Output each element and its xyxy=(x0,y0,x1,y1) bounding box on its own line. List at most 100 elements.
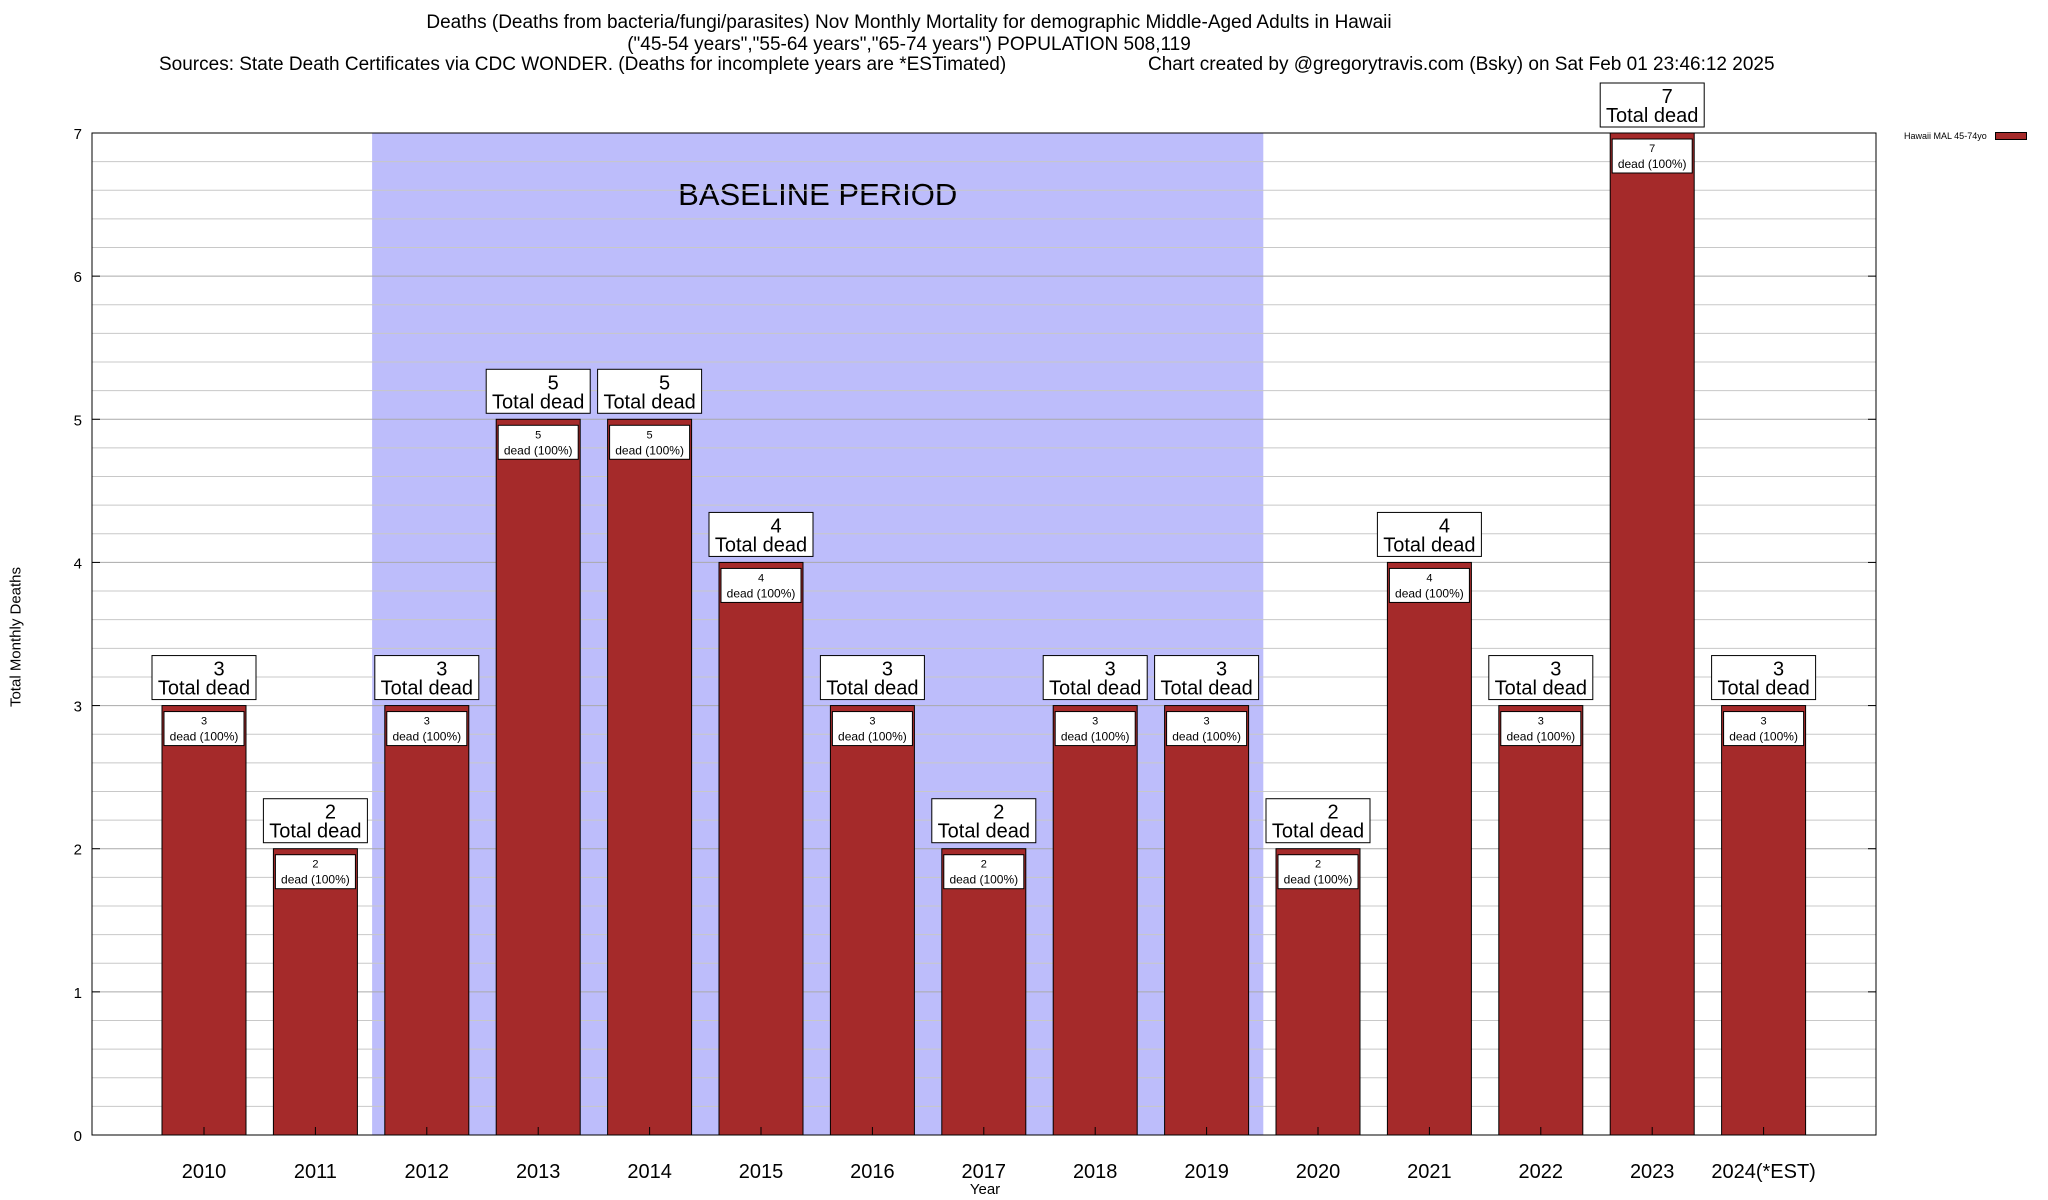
bar xyxy=(495,418,581,1136)
bar-top-value: 3 xyxy=(1216,659,1227,681)
bar-top-label: Total dead xyxy=(1606,105,1698,127)
bar xyxy=(1721,705,1807,1136)
bar xyxy=(1498,705,1584,1136)
chart-title: Deaths (Deaths from bacteria/fungi/paras… xyxy=(0,12,1818,56)
bar-top-label: Total dead xyxy=(715,534,807,556)
y-tick-label: 6 xyxy=(74,269,82,286)
bar-top-value: 5 xyxy=(659,372,670,394)
y-tick-label: 2 xyxy=(74,842,82,859)
bar-inner-label-box xyxy=(1166,711,1248,747)
bar-top-label: Total dead xyxy=(158,678,250,700)
bar-inner-value: 3 xyxy=(1761,716,1767,728)
bar-inner-value: 3 xyxy=(869,716,875,728)
bar-top-value: 3 xyxy=(213,659,224,681)
bar xyxy=(941,848,1027,1136)
y-tick-label: 1 xyxy=(74,985,82,1002)
bar-top-label: Total dead xyxy=(938,821,1030,843)
bar-inner-value: 5 xyxy=(647,429,653,441)
bar-inner-label-box xyxy=(1500,711,1582,747)
bar-inner-value: 3 xyxy=(1538,716,1544,728)
bar-inner-value: 3 xyxy=(201,716,207,728)
bar xyxy=(161,705,247,1136)
x-tick-label: 2024(*EST) xyxy=(1711,1161,1816,1183)
bar-top-label: Total dead xyxy=(826,678,918,700)
bar-inner-label-box xyxy=(1277,854,1359,890)
bar-top-value: 3 xyxy=(1773,659,1784,681)
x-tick-label: 2021 xyxy=(1407,1161,1452,1183)
bar xyxy=(1164,705,1250,1136)
bar-inner-label: dead (100%) xyxy=(1284,873,1353,887)
x-tick-label: 2019 xyxy=(1184,1161,1229,1183)
chart-credit: Chart created by @gregorytravis.com (Bsk… xyxy=(1148,54,1775,75)
bar-top-label: Total dead xyxy=(1272,821,1364,843)
x-tick-label: 2010 xyxy=(182,1161,227,1183)
bar-top-value: 7 xyxy=(1662,86,1673,108)
bar-top-label-box xyxy=(931,798,1037,844)
legend: Hawaii MAL 45-74yo xyxy=(1904,131,2027,141)
bar-top-label: Total dead xyxy=(1049,678,1141,700)
bar-inner-label: dead (100%) xyxy=(392,730,461,744)
bar-top-label-box xyxy=(1265,798,1371,844)
bar-top-value: 2 xyxy=(1327,802,1338,824)
y-tick-label: 5 xyxy=(74,412,82,429)
bar-top-label: Total dead xyxy=(1717,678,1809,700)
bar-inner-label: dead (100%) xyxy=(1618,157,1687,171)
bar-top-value: 3 xyxy=(436,659,447,681)
plot-frame xyxy=(91,132,1877,1136)
bar-inner-value: 2 xyxy=(312,859,318,871)
bar-inner-label: dead (100%) xyxy=(170,730,239,744)
bar-top-value: 2 xyxy=(325,802,336,824)
bar-inner-label: dead (100%) xyxy=(281,873,350,887)
bar-top-value: 5 xyxy=(548,372,559,394)
bar xyxy=(607,418,693,1136)
bar xyxy=(718,561,804,1136)
bar-top-label: Total dead xyxy=(1495,678,1587,700)
bar-top-value: 4 xyxy=(1439,515,1450,537)
bar-inner-value: 3 xyxy=(1204,716,1210,728)
bar-top-label: Total dead xyxy=(269,821,361,843)
bar-inner-value: 2 xyxy=(1315,859,1321,871)
bar-inner-value: 2 xyxy=(981,859,987,871)
x-axis-label: Year xyxy=(969,1181,1001,1198)
bar-inner-label-box xyxy=(163,711,245,747)
y-tick-label: 7 xyxy=(74,126,82,143)
bar-inner-value: 3 xyxy=(1092,716,1098,728)
bar-inner-label-box xyxy=(943,854,1025,890)
y-tick-label: 0 xyxy=(74,1128,82,1145)
bar xyxy=(384,705,470,1136)
bar-top-value: 4 xyxy=(770,515,781,537)
x-tick-label: 2020 xyxy=(1296,1161,1341,1183)
bar-inner-label-box xyxy=(274,854,356,890)
bar-inner-label-box xyxy=(609,424,691,460)
bar-top-label-box xyxy=(485,368,591,414)
x-tick-label: 2012 xyxy=(405,1161,450,1183)
bar-inner-label: dead (100%) xyxy=(1506,730,1575,744)
bar-inner-label: dead (100%) xyxy=(504,443,573,457)
bar-inner-label: dead (100%) xyxy=(615,443,684,457)
chart-sources: Sources: State Death Certificates via CD… xyxy=(159,54,1007,75)
bar-inner-value: 7 xyxy=(1649,143,1655,155)
bar-inner-label: dead (100%) xyxy=(1395,586,1464,600)
bar-inner-label-box xyxy=(1054,711,1136,747)
bar-inner-label: dead (100%) xyxy=(1172,730,1241,744)
bar-inner-label-box xyxy=(720,567,802,603)
bar-inner-label: dead (100%) xyxy=(949,873,1018,887)
bar-inner-label-box xyxy=(1388,567,1470,603)
bar-inner-value: 3 xyxy=(424,716,430,728)
x-tick-label: 2017 xyxy=(962,1161,1007,1183)
x-tick-label: 2022 xyxy=(1519,1161,1564,1183)
bar-top-label: Total dead xyxy=(1160,678,1252,700)
x-tick-label: 2013 xyxy=(516,1161,561,1183)
y-tick-label: 3 xyxy=(74,699,82,716)
x-tick-label: 2011 xyxy=(294,1161,337,1183)
x-tick-label: 2014 xyxy=(627,1161,672,1183)
bar-top-label-box xyxy=(708,511,814,557)
x-tick-label: 2018 xyxy=(1073,1161,1118,1183)
bar-top-label-box xyxy=(262,798,368,844)
bar-inner-label: dead (100%) xyxy=(838,730,907,744)
bar-inner-label-box xyxy=(831,711,913,747)
bar xyxy=(1275,848,1361,1136)
bar xyxy=(1609,132,1695,1136)
bar-inner-label: dead (100%) xyxy=(1729,730,1798,744)
bar-top-label-box xyxy=(1711,655,1817,701)
